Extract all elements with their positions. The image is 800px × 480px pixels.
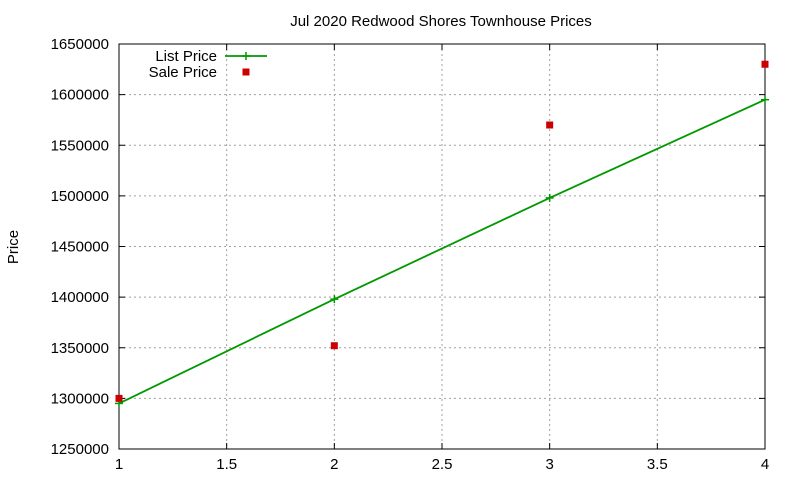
sale-price-point [761, 60, 769, 68]
list-price-line [118, 98, 766, 405]
y-tick-label: 1450000 [51, 239, 109, 256]
list-price-point [545, 193, 554, 202]
x-tick-label: 4 [761, 456, 769, 473]
x-tick-label: 1 [115, 456, 123, 473]
y-tick-label: 1550000 [51, 137, 109, 154]
list-price-point [761, 95, 769, 104]
legend-plus-marker [242, 52, 250, 60]
sale-price-point [546, 121, 554, 129]
x-tick-label: 2.5 [432, 456, 453, 473]
grid-lines [119, 44, 765, 449]
sale-price-point [330, 342, 338, 350]
data-series [115, 60, 769, 408]
x-tick-label: 1.5 [216, 456, 237, 473]
x-tick-label: 3.5 [647, 456, 668, 473]
axes: 1 1.5 2 2.5 3 3.5 4 1250000 1300000 1350000 140000… [51, 36, 770, 473]
chart-title: Jul 2020 Redwood Shores Townhouse Prices [290, 13, 592, 30]
legend-label: Sale Price [149, 64, 217, 81]
legend-square-swatch [242, 68, 250, 76]
x-tick-label: 3 [545, 456, 553, 473]
list-price-point [330, 295, 339, 304]
x-tick-label: 2 [330, 456, 338, 473]
y-tick-label: 1650000 [51, 36, 109, 53]
y-tick-label: 1250000 [51, 441, 109, 458]
legend-label: List Price [155, 48, 217, 65]
y-tick-label: 1600000 [51, 87, 109, 104]
y-tick-label: 1400000 [51, 289, 109, 306]
sale-price-point [115, 394, 123, 402]
y-tick-label: 1300000 [51, 390, 109, 407]
y-tick-label: 1500000 [51, 188, 109, 205]
y-axis-label: Price [5, 230, 22, 264]
y-tick-label: 1350000 [51, 340, 109, 357]
